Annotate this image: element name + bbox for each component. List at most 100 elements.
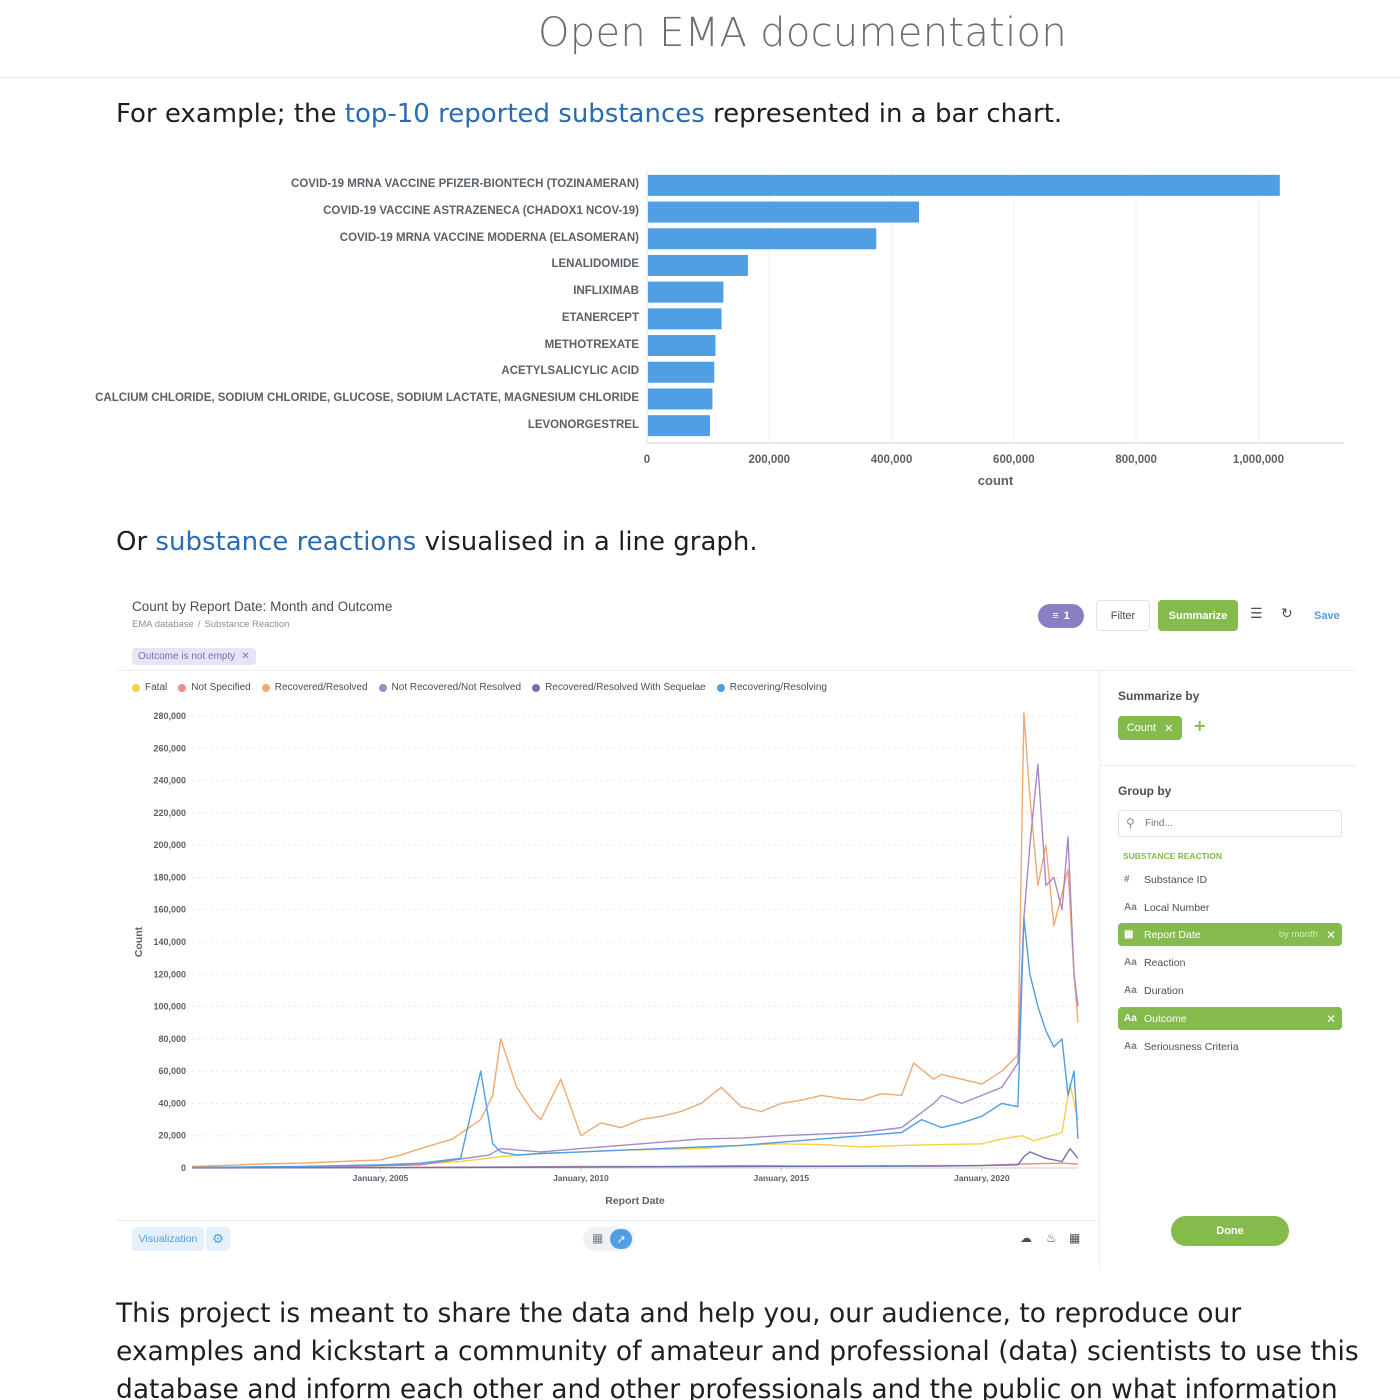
legend-item[interactable]: Fatal [132, 682, 167, 693]
text-type-icon: Aa [1124, 957, 1137, 968]
bar[interactable] [648, 228, 877, 250]
count-metric-chip[interactable]: Count ✕ [1118, 716, 1182, 740]
close-icon[interactable]: ✕ [241, 651, 250, 662]
close-icon[interactable]: ✕ [1325, 927, 1336, 942]
legend-dot [261, 683, 270, 692]
p2-text-before: Or [116, 527, 156, 557]
top-10-substances-link[interactable]: top-10 reported substances [344, 99, 705, 129]
summarize-button[interactable]: Summarize [1158, 600, 1238, 631]
temporal-unit[interactable]: by month [1278, 929, 1318, 940]
breadcrumb-database[interactable]: EMA database [132, 619, 194, 630]
x-tick-label: January, 2010 [553, 1173, 609, 1183]
bar-category-label: COVID-19 MRNA VACCINE MODERNA (ELASOMERA… [339, 231, 639, 244]
filter-count-pill[interactable]: ≡ 1 [1038, 604, 1084, 628]
save-button[interactable]: Save [1314, 610, 1340, 622]
legend-item[interactable]: Recovered/Resolved With Sequelae [532, 682, 706, 693]
find-field-input[interactable] [1118, 810, 1342, 837]
bar-category-label: CALCIUM CHLORIDE, SODIUM CHLORIDE, GLUCO… [95, 391, 639, 404]
y-tick-label: 0 [181, 1163, 186, 1173]
line-chart-plot: 0 20,000 40,000 60,000 80,000 100,000 120,000 1… [133, 711, 1079, 1207]
bar[interactable] [648, 335, 716, 357]
sidebar-separator [1100, 765, 1356, 766]
hash-icon: # [1124, 874, 1130, 885]
done-button[interactable]: Done [1171, 1216, 1289, 1246]
line-chart-icon[interactable]: ↗ [610, 1229, 632, 1249]
field-label: Reaction [1144, 956, 1186, 969]
filter-count: 1 [1063, 610, 1070, 622]
y-tick-label: 100,000 [153, 1002, 186, 1012]
legend-item[interactable]: Recovering/Resolving [716, 682, 827, 693]
bar[interactable] [648, 254, 748, 276]
series-line[interactable] [191, 763, 1079, 1169]
display-toggle[interactable]: ▦ ↗ [583, 1227, 635, 1251]
legend-label: Not Recovered/Not Resolved [391, 682, 522, 693]
legend-label: Recovering/Resolving [729, 682, 827, 693]
bar[interactable] [648, 174, 1280, 196]
paragraph-line-intro: Or substance reactions visualised in a l… [116, 527, 758, 557]
y-tick-label: 260,000 [153, 743, 186, 753]
filter-chip[interactable]: Outcome is not empty ✕ [132, 648, 256, 665]
y-tick-label: 60,000 [158, 1066, 186, 1076]
x-tick-label: 600,000 [993, 454, 1035, 466]
download-icon[interactable]: ☁ [1020, 1231, 1032, 1245]
p2-text-after: visualised in a line graph. [416, 527, 758, 557]
bar[interactable] [648, 361, 715, 383]
table-icon[interactable]: ▦ [592, 1231, 604, 1245]
legend-item[interactable]: Not Specified [178, 682, 251, 693]
series-line[interactable] [191, 712, 1079, 1168]
legend-label: Recovered/Resolved With Sequelae [545, 682, 706, 693]
y-tick-label: 200,000 [153, 840, 186, 850]
legend-label: Recovered/Resolved [274, 682, 368, 693]
bar[interactable] [648, 308, 722, 330]
legend-label: Fatal [145, 682, 168, 693]
field-reaction[interactable]: Aa Reaction [1118, 951, 1342, 974]
x-tick-label: 1,000,000 [1233, 454, 1284, 466]
legend-item[interactable]: Recovered/Resolved [261, 682, 368, 693]
legend-dot [532, 683, 541, 692]
series-line[interactable] [191, 917, 1079, 1169]
bar[interactable] [648, 201, 920, 223]
bell-icon[interactable]: ♨ [1046, 1231, 1057, 1245]
add-metric-icon[interactable]: + [1193, 716, 1207, 735]
bar[interactable] [648, 281, 724, 303]
field-seriousness-criteria[interactable]: Aa Seriousness Criteria [1118, 1035, 1342, 1058]
bar[interactable] [648, 388, 713, 410]
legend-dot [132, 683, 140, 692]
legend-dot [716, 683, 725, 692]
x-axis-title: count [978, 473, 1014, 488]
field-local-number[interactable]: Aa Local Number [1118, 896, 1342, 919]
field-outcome[interactable]: Aa Outcome ✕ [1118, 1007, 1342, 1030]
sidebar-divider [1099, 670, 1100, 1270]
text-type-icon: Aa [1124, 1041, 1137, 1052]
filter-lines-icon: ≡ [1052, 610, 1059, 622]
p1-text-before: For example; the [116, 99, 345, 129]
breadcrumb-table[interactable]: Substance Reaction [204, 619, 290, 630]
field-duration[interactable]: Aa Duration [1118, 979, 1342, 1002]
refresh-icon[interactable]: ↻ [1281, 606, 1293, 622]
site-title[interactable]: Open EMA documentation [538, 10, 1067, 56]
bar[interactable] [648, 415, 710, 437]
breadcrumb-separator: / [197, 619, 201, 630]
series-line[interactable] [191, 1147, 1079, 1169]
field-report-date[interactable]: ▦ Report Date by month ✕ [1118, 923, 1342, 946]
legend-dot [378, 683, 387, 692]
filter-chip-label: Outcome is not empty [138, 651, 236, 662]
legend-item[interactable]: Not Recovered/Not Resolved [378, 682, 522, 693]
group-by-title: Group by [1118, 784, 1172, 798]
close-icon[interactable]: ✕ [1164, 722, 1174, 735]
notebook-icon[interactable]: ☰ [1250, 606, 1263, 622]
field-substance-id[interactable]: # Substance ID [1118, 868, 1342, 891]
paragraph-bar-intro: For example; the top-10 reported substan… [116, 99, 1062, 129]
visualization-button[interactable]: Visualization [132, 1227, 204, 1251]
question-title: Count by Report Date: Month and Outcome [132, 599, 393, 614]
filter-button[interactable]: Filter [1096, 600, 1150, 631]
close-icon[interactable]: ✕ [1325, 1011, 1336, 1026]
x-axis-title: Report Date [605, 1195, 665, 1207]
x-tick-label: January, 2015 [754, 1173, 810, 1183]
bar-chart: COVID-19 MRNA VACCINE PFIZER-BIONTECH (T… [95, 160, 1356, 500]
x-tick-label: 200,000 [748, 454, 790, 466]
gear-icon[interactable]: ⚙ [206, 1227, 230, 1251]
summarize-by-title: Summarize by [1118, 689, 1200, 703]
substance-reactions-link[interactable]: substance reactions [155, 527, 417, 557]
calendar-icon[interactable]: ▦ [1069, 1231, 1081, 1245]
